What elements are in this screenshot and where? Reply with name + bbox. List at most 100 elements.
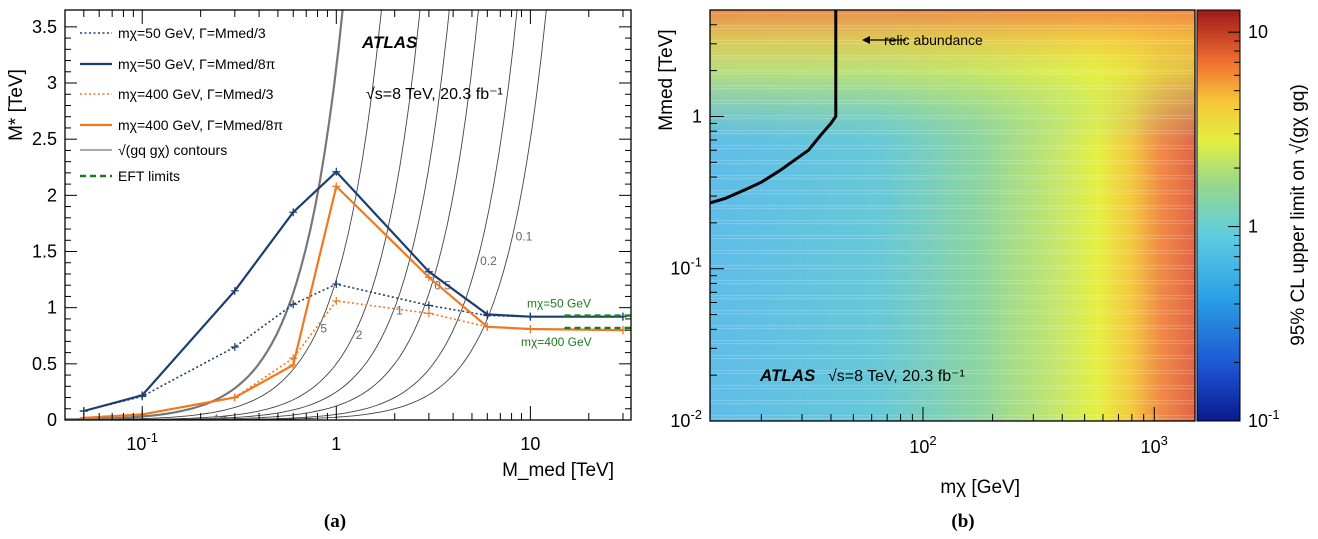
texture-strip — [710, 310, 1195, 312]
texture-strip — [710, 40, 1195, 42]
contour-label-2: 0.2 — [480, 254, 497, 268]
heatmap — [710, 10, 1195, 421]
texture-strip — [710, 73, 1195, 75]
texture-strip — [710, 325, 1195, 327]
x-tick-label-b-1: 102 — [909, 433, 936, 457]
contour-line-1 — [65, 10, 547, 420]
texture-strip — [710, 190, 1195, 192]
texture-strip — [710, 175, 1195, 177]
texture-strip — [710, 178, 1195, 180]
texture-strip — [710, 313, 1195, 315]
x-axis-label-b: mχ [GeV] — [940, 477, 1020, 498]
texture-strip — [710, 340, 1195, 342]
z-axis-label-b: 95% CL upper limit on √(gχ gq) — [1288, 84, 1309, 346]
x-tick-label-b-2: 103 — [1141, 433, 1168, 457]
series-line-3 — [83, 300, 624, 419]
texture-strip — [710, 253, 1195, 255]
caption-a: (a) — [324, 511, 346, 532]
series-1-point-3 — [230, 342, 239, 351]
texture-strip — [710, 205, 1195, 207]
texture-strip — [710, 388, 1195, 390]
texture-strip — [710, 118, 1195, 120]
series-4-point-3 — [230, 393, 239, 402]
y-tick-label-b-2: 10-1 — [670, 255, 702, 279]
texture-strip — [710, 55, 1195, 57]
y-tick-label-a-2: 0.5 — [32, 354, 57, 374]
texture-strip — [710, 88, 1195, 90]
series-2-point-3 — [230, 286, 239, 295]
energy-label-b: √s=8 TeV, 20.3 fb⁻¹ — [828, 368, 965, 385]
y-tick-label-a-1: 0 — [47, 410, 57, 430]
y-tick-label-b-1: 10-2 — [670, 407, 702, 431]
texture-strip — [710, 145, 1195, 147]
series-3-point-5 — [332, 296, 341, 305]
texture-strip — [710, 355, 1195, 357]
heatmap-top-band — [710, 10, 1195, 421]
y-tick-label-a-7: 3 — [47, 73, 57, 93]
x-tick-label-a-3: 10 — [520, 434, 540, 454]
color-scale-bar — [1196, 9, 1241, 422]
texture-strip — [710, 418, 1195, 420]
z-tick-label-3: 10 — [1248, 22, 1268, 42]
panel-a: 0.1 0.2 0.5 1 2 5 4π mχ=50 GeV mχ=400 GeV 0 0.5 1 1… — [6, 9, 632, 532]
axes-b: 10-2 10-1 1 102 103 — [670, 24, 1168, 457]
series-1-point-6 — [424, 301, 433, 310]
y-tick-label-a-6: 2.5 — [32, 129, 57, 149]
y-axis-label-b: Mmed [TeV] — [656, 29, 677, 130]
legend-a: mχ=50 GeV, Γ=Mmed/3 mχ=50 GeV, Γ=Mmed/8π m… — [80, 25, 283, 184]
eft-label-2: mχ=400 GeV — [521, 335, 592, 349]
relic-label: relic abundance — [884, 32, 983, 48]
texture-strip — [710, 133, 1195, 135]
contour-label-4: 1 — [396, 303, 403, 317]
texture-strip — [710, 295, 1195, 297]
y-tick-label-b-3: 1 — [692, 106, 702, 126]
relic-annotation: relic abundance — [862, 32, 983, 48]
series-1-point-5 — [332, 280, 341, 289]
texture-strip — [710, 358, 1195, 360]
legend-entry-2: mχ=50 GeV, Γ=Mmed/8π — [118, 56, 276, 72]
texture-strip — [710, 328, 1195, 330]
texture-strip — [710, 208, 1195, 210]
texture-strip — [710, 385, 1195, 387]
texture-strip — [710, 298, 1195, 300]
caption-b: (b) — [951, 511, 974, 532]
series-2-point-2 — [138, 391, 147, 400]
texture-strip — [710, 238, 1195, 240]
texture-strip — [710, 250, 1195, 252]
legend-entry-6: EFT limits — [118, 168, 180, 184]
series-2-point-8 — [526, 312, 535, 321]
color-scale-axis: 10-1 1 10 — [1228, 22, 1280, 431]
texture-strip — [710, 163, 1195, 165]
heatmap-texture — [710, 10, 1195, 420]
limit-series — [79, 167, 631, 420]
texture-strip — [710, 130, 1195, 132]
experiment-label-a: ATLAS — [361, 33, 418, 52]
contour-label-3: 0.5 — [434, 279, 451, 293]
texture-strip — [710, 370, 1195, 372]
contour-line-6 — [65, 10, 382, 420]
experiment-label-b: ATLAS — [759, 366, 816, 385]
texture-strip — [710, 13, 1195, 15]
texture-strip — [710, 223, 1195, 225]
texture-strip — [710, 343, 1195, 345]
series-2-point-4 — [289, 208, 298, 217]
texture-strip — [710, 373, 1195, 375]
y-tick-label-a-8: 3.5 — [32, 17, 57, 37]
series-3-point-6 — [424, 309, 433, 318]
x-axis-label-a: M_med [TeV] — [502, 460, 614, 481]
series-2-point-7 — [483, 310, 492, 319]
relic-abundance-curve — [710, 10, 838, 205]
texture-strip — [710, 160, 1195, 162]
texture-strip — [710, 100, 1195, 102]
texture-strip — [710, 220, 1195, 222]
plot-frame-b — [709, 9, 1196, 422]
panel-b: 10-2 10-1 1 102 103 10-1 1 10 mχ [GeV] Mmed [T… — [656, 9, 1309, 532]
legend-entry-1: mχ=50 GeV, Γ=Mmed/3 — [118, 25, 266, 41]
texture-strip — [710, 265, 1195, 267]
z-tick-label-1: 10-1 — [1248, 407, 1280, 431]
y-tick-label-a-5: 2 — [47, 185, 57, 205]
texture-strip — [710, 70, 1195, 72]
series-4-point-8 — [526, 325, 535, 334]
y-tick-label-a-3: 1 — [47, 298, 57, 318]
